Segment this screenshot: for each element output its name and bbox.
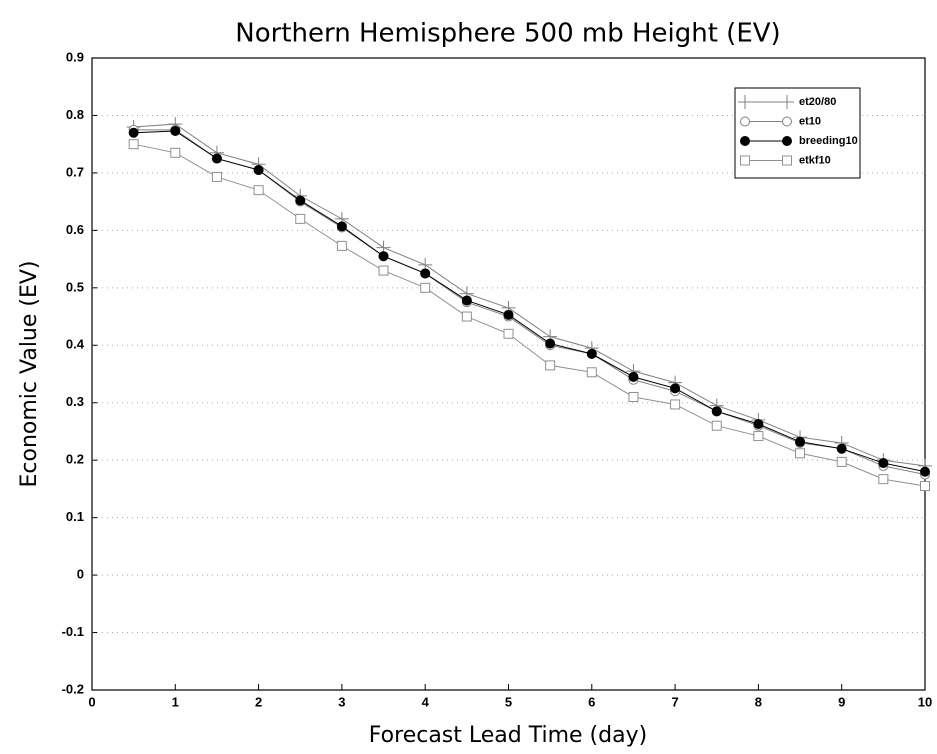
marker [782,116,792,127]
marker [628,391,639,402]
marker [503,309,514,320]
x-tick-label: 1 [172,694,179,709]
marker [295,195,306,206]
y-tick-label: -0.1 [62,624,84,639]
marker [920,481,930,492]
marker [128,127,139,138]
y-tick-label: 0.9 [66,49,84,64]
marker [740,136,750,146]
marker [738,95,752,109]
marker [586,348,597,359]
marker [711,406,722,417]
y-tick-label: 0.7 [66,164,84,179]
x-tick-label: 9 [838,694,845,709]
y-tick-label: 0.1 [66,509,84,524]
y-tick-label: -0.2 [62,681,84,696]
marker [420,282,431,293]
marker [545,338,556,349]
marker [836,443,847,454]
legend-label: breeding10 [799,135,858,147]
marker [628,371,639,382]
y-tick-label: 0.6 [66,222,84,237]
y-tick-label: 0.4 [66,337,85,352]
marker [920,466,930,477]
marker [253,185,264,196]
chart-title: Northern Hemisphere 500 mb Height (EV) [235,19,780,49]
y-tick-label: 0.8 [66,107,84,122]
marker [878,474,889,485]
marker [461,311,472,322]
marker [253,165,264,176]
marker [753,431,764,442]
x-tick-label: 5 [505,694,512,709]
x-tick-label: 7 [671,694,678,709]
marker [586,367,597,378]
marker [545,360,556,371]
x-tick-label: 2 [255,694,262,709]
x-tick-label: 10 [918,694,932,709]
marker [782,136,792,146]
legend-label: etkf10 [799,154,831,166]
series-line [133,123,926,467]
legend-box [734,87,861,179]
legend-label: et20/80 [799,96,836,108]
marker [420,268,431,279]
marker [461,295,472,306]
marker [836,456,847,467]
y-tick-label: 0.5 [66,279,84,294]
marker [780,95,794,109]
marker [170,147,181,158]
marker [211,153,222,164]
marker [170,125,181,136]
x-tick-label: 6 [588,694,595,709]
marker [740,116,750,127]
plot-frame [91,57,926,691]
marker [211,171,222,182]
legend-label: et10 [799,115,821,127]
y-tick-label: 0.3 [66,394,84,409]
x-tick-label: 4 [422,694,430,709]
marker [795,436,806,447]
marker [782,155,792,166]
marker [378,265,389,276]
marker [878,458,889,469]
legend: et20/80 et10 breeding10 etkf10 [734,87,861,179]
marker [670,383,681,394]
marker [295,213,306,224]
x-axis-label: Forecast Lead Time (day) [369,723,647,748]
y-tick-label: 0.2 [66,452,84,467]
marker [740,155,750,166]
x-tick-label: 8 [755,694,762,709]
marker [128,139,139,150]
marker [795,448,806,459]
series-line [133,130,926,473]
marker [711,420,722,431]
marker [670,399,681,410]
marker [336,221,347,232]
marker [336,240,347,251]
marker [378,251,389,262]
y-tick-label: 0 [77,567,84,582]
y-axis-label: Economic Value (EV) [17,260,42,487]
marker [753,418,764,429]
marker [503,328,514,339]
series-line [133,129,926,476]
x-tick-label: 0 [88,694,95,709]
x-tick-label: 3 [338,694,345,709]
series-line [133,143,926,487]
